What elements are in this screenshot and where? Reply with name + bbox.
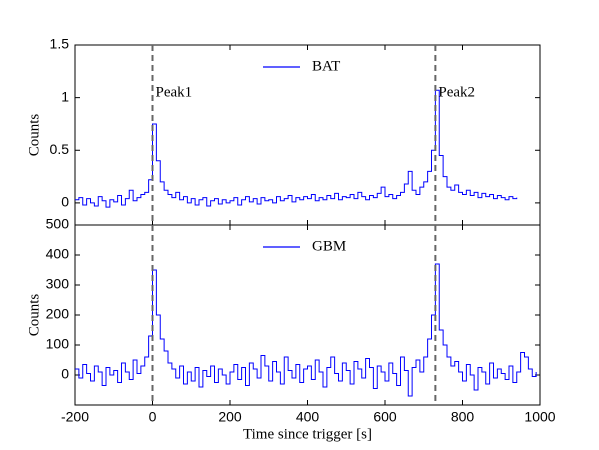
- legend-label: BAT: [312, 58, 340, 74]
- annotation: Peak2: [438, 84, 475, 100]
- axes-frame: [74, 224, 541, 406]
- y-tick-label: 400: [46, 246, 70, 262]
- y-tick-label: 0.5: [50, 141, 70, 157]
- y-tick-label: 100: [46, 336, 70, 352]
- step-line: [75, 89, 518, 208]
- y-tick-label: 1.5: [50, 36, 70, 52]
- y-tick-label: 500: [46, 216, 70, 232]
- y-tick-label: 300: [46, 276, 70, 292]
- y-tick-label: 0: [61, 194, 69, 210]
- y-axis-label: Counts: [26, 114, 42, 157]
- x-tick-label: 600: [373, 409, 397, 425]
- x-tick-label: 0: [149, 409, 157, 425]
- x-tick-label: 200: [218, 409, 242, 425]
- x-tick-label: 400: [296, 409, 320, 425]
- x-axis-label: Time since trigger [s]: [243, 426, 372, 442]
- y-tick-label: 1: [61, 88, 69, 104]
- x-tick-label: 1000: [524, 409, 555, 425]
- y-tick-label: 0: [61, 366, 69, 382]
- legend-label: GBM: [312, 238, 346, 254]
- annotation: Peak1: [156, 84, 193, 100]
- y-tick-label: 200: [46, 306, 70, 322]
- x-tick-label: -200: [61, 409, 89, 425]
- step-line: [75, 263, 537, 397]
- x-tick-label: 800: [451, 409, 475, 425]
- y-axis-label: Counts: [26, 294, 42, 337]
